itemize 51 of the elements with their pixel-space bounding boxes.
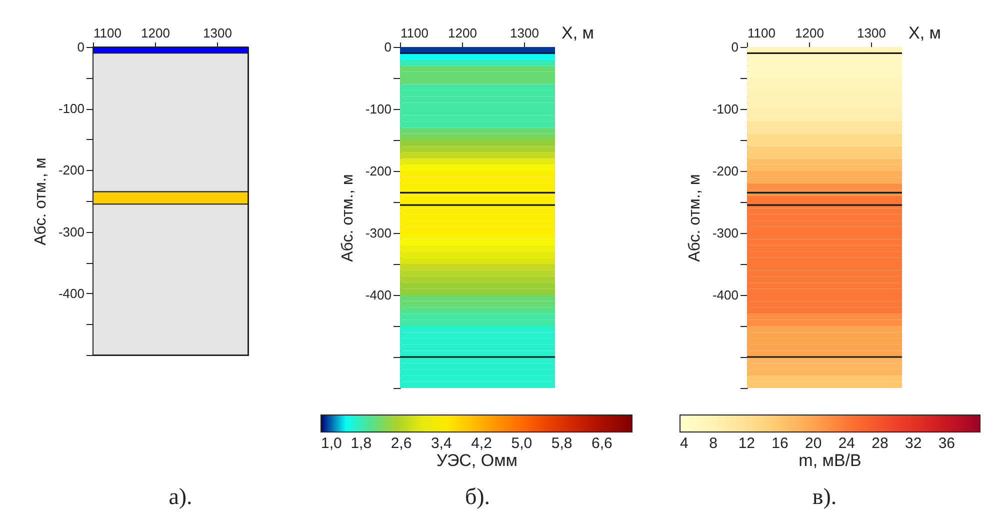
y-tick-label: -100: [365, 102, 392, 116]
x-tick-label: 1100: [94, 26, 122, 40]
color-bar-label: 1,8: [350, 435, 372, 452]
y-tick-label: -300: [58, 224, 84, 240]
y-tick-label: -400: [58, 286, 84, 301]
y-tick-label: -400: [712, 288, 738, 302]
y-axis-title: Абс. отм., м: [686, 174, 704, 262]
y-axis-title: Абс. отм., м: [339, 174, 356, 262]
y-tick-label: -100: [712, 102, 738, 116]
color-bar-label: 3,4: [430, 435, 452, 452]
x-tick-label: 1100: [400, 26, 428, 40]
y-axis-title: Абс. отм., м: [32, 158, 50, 246]
color-bar-label: 20: [804, 435, 822, 452]
color-bar-title: УЭС, Омм: [436, 451, 518, 470]
y-tick-label: -300: [712, 226, 738, 240]
color-bar-label: 2,6: [390, 435, 412, 452]
x-tick-label: 1100: [748, 26, 776, 40]
y-tick-label: -300: [365, 226, 392, 240]
y-tick-label: -200: [365, 164, 392, 178]
color-bar-label: 28: [872, 435, 888, 452]
y-tick-label: 0: [731, 40, 738, 54]
x-tick-label: 1300: [510, 26, 539, 40]
x-tick-label: 1300: [857, 26, 886, 40]
x-axis-title: X, м: [908, 24, 941, 42]
text: а).: [168, 484, 192, 509]
color-bar-label: 32: [904, 435, 922, 452]
color-bar-label: 4,2: [471, 435, 492, 452]
x-axis-title: X, м: [562, 24, 594, 42]
y-tick-label: -200: [712, 164, 738, 178]
color-bar-label: 36: [938, 435, 956, 452]
text: в).: [812, 484, 837, 509]
y-tick-label: -400: [365, 288, 392, 302]
x-tick-label: 1200: [141, 26, 170, 40]
x-tick-label: 1200: [448, 26, 477, 40]
color-bar-label: 4: [680, 435, 688, 452]
y-tick-label: -100: [58, 101, 84, 116]
x-tick-label: 1200: [795, 26, 824, 40]
y-tick-label: 0: [384, 40, 392, 54]
x-tick-label: 1300: [203, 26, 232, 40]
color-bar-label: 1,0: [321, 435, 342, 452]
y-tick-label: -200: [58, 162, 84, 178]
color-bar-label: 5,8: [551, 435, 572, 452]
color-bar-label: 12: [738, 435, 756, 452]
color-bar-label: 8: [709, 435, 718, 452]
text: б).: [464, 484, 490, 509]
color-bar-label: 5,0: [511, 435, 532, 452]
color-bar-label: 16: [772, 435, 788, 452]
color-bar-title: m, мВ/В: [798, 451, 862, 470]
color-bar-label: 6,6: [591, 435, 612, 452]
color-bar-label: 24: [838, 435, 856, 452]
y-tick-label: 0: [77, 40, 84, 54]
